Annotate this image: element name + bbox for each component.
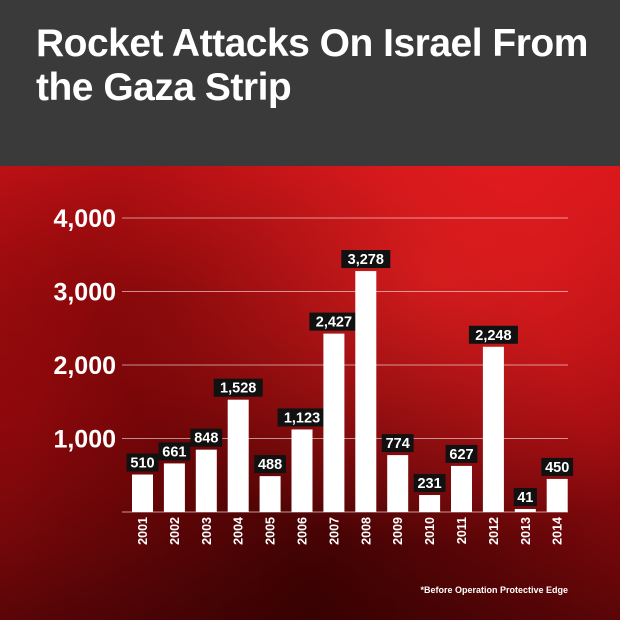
bar xyxy=(195,449,217,512)
data-label: 41 xyxy=(517,490,533,506)
bar xyxy=(227,399,249,512)
x-tick-label: 2012 xyxy=(487,517,501,545)
y-tick-label: 2,000 xyxy=(53,352,116,380)
data-label-box xyxy=(190,428,223,447)
data-label-box xyxy=(213,378,263,397)
data-label-box xyxy=(381,434,414,453)
data-label: 2,248 xyxy=(475,328,511,344)
data-label-box xyxy=(413,474,446,493)
bar xyxy=(355,271,377,512)
bar xyxy=(514,508,536,512)
bar xyxy=(132,474,153,512)
x-tick-label: 2014 xyxy=(551,517,565,545)
header xyxy=(0,0,620,166)
bar xyxy=(419,495,441,512)
data-label-box xyxy=(541,457,574,476)
data-label-box xyxy=(277,408,327,427)
bar xyxy=(482,346,504,512)
x-tick-label: 2013 xyxy=(519,517,533,545)
chart-background xyxy=(0,166,620,620)
y-tick-label: 4,000 xyxy=(53,205,116,233)
data-label: 2,427 xyxy=(316,315,352,331)
bar xyxy=(546,478,568,512)
data-label: 661 xyxy=(162,444,186,460)
x-tick-label: 2010 xyxy=(423,517,437,545)
x-tick-label: 2007 xyxy=(327,517,341,545)
x-tick-label: 2009 xyxy=(391,517,405,545)
x-tick-label: 2006 xyxy=(296,517,310,545)
data-label-box xyxy=(126,453,159,472)
data-label-box xyxy=(341,250,391,269)
x-tick-label: 2008 xyxy=(359,517,373,545)
data-label: 450 xyxy=(545,460,569,476)
data-label-box xyxy=(309,312,359,331)
data-label: 488 xyxy=(258,457,282,473)
bar xyxy=(259,476,281,512)
data-label: 1,123 xyxy=(284,410,320,426)
data-label: 231 xyxy=(417,476,441,492)
x-tick-label: 2001 xyxy=(136,517,150,545)
y-tick-label: 3,000 xyxy=(53,279,116,307)
data-label: 774 xyxy=(386,436,410,452)
data-label-box xyxy=(158,442,191,461)
data-label: 848 xyxy=(194,431,218,447)
footnote: *Before Operation Protective Edge xyxy=(420,585,568,595)
data-label-box xyxy=(445,444,478,463)
x-tick-label: 2004 xyxy=(232,517,246,545)
bar xyxy=(323,333,345,512)
data-label: 510 xyxy=(130,456,154,472)
data-label: 627 xyxy=(449,447,473,463)
y-tick-label: 1,000 xyxy=(53,426,116,454)
x-tick-label: 2003 xyxy=(200,517,214,545)
bar xyxy=(387,455,409,512)
data-label-box xyxy=(513,487,537,506)
data-label: 1,528 xyxy=(220,381,256,397)
bar xyxy=(163,463,185,512)
x-tick-label: 2005 xyxy=(264,517,278,545)
x-tick-label: 2002 xyxy=(168,517,182,545)
x-tick-label: 2011 xyxy=(455,517,469,544)
data-label-box xyxy=(468,325,518,344)
data-label: 3,278 xyxy=(348,252,384,268)
chart-title: Rocket Attacks On Israel From the Gaza S… xyxy=(36,22,588,109)
data-label-box xyxy=(254,455,286,474)
bar xyxy=(451,465,472,512)
bar xyxy=(291,429,313,512)
